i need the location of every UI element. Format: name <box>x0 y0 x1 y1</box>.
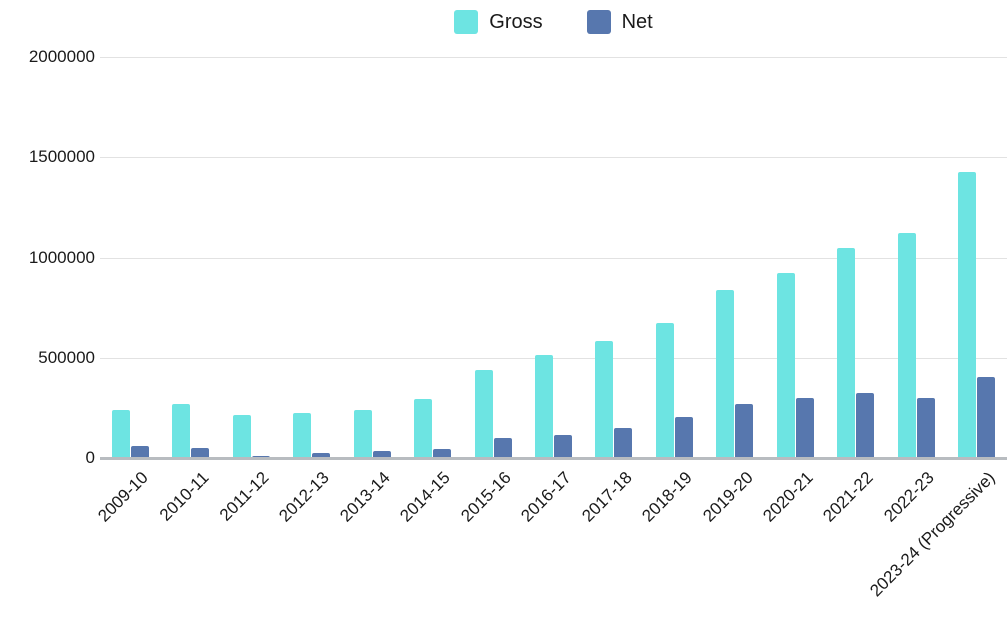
bar-gross[interactable] <box>172 403 191 458</box>
y-tick-label: 500000 <box>38 347 95 367</box>
bar-gross[interactable] <box>414 398 433 458</box>
bar-net[interactable] <box>191 447 210 458</box>
bar-gross[interactable] <box>111 409 130 458</box>
y-tick-label: 0 <box>85 448 95 467</box>
bar-groups <box>100 57 1007 458</box>
bar-net[interactable] <box>916 397 935 458</box>
x-tick-label: 2018-19 <box>638 468 696 526</box>
x-tick-label: 2019-20 <box>698 468 757 526</box>
x-tick-label: 2013-14 <box>335 468 394 526</box>
x-tick-label: 2020-21 <box>759 468 817 526</box>
bar-net[interactable] <box>735 403 754 458</box>
bar-group-2019-20 <box>705 57 765 458</box>
bar-net[interactable] <box>614 427 633 458</box>
x-tick-label: 2009-10 <box>94 468 152 526</box>
bar-gross[interactable] <box>595 340 614 458</box>
bar-gross[interactable] <box>897 233 916 458</box>
gridline <box>100 357 1007 359</box>
x-tick-label: 2021-22 <box>819 468 878 526</box>
bar-gross[interactable] <box>353 409 372 458</box>
bar-group-2013-14 <box>342 57 402 458</box>
bar-gross[interactable] <box>958 172 977 458</box>
plot-area <box>100 57 1007 460</box>
bar-group-2014-15 <box>402 57 462 458</box>
bar-group-2010-11 <box>160 57 220 458</box>
legend-item-net[interactable]: Net <box>586 10 653 34</box>
bar-group-2021-22 <box>826 57 886 458</box>
x-tick-label: 2015-16 <box>456 468 515 526</box>
gridline <box>100 257 1007 259</box>
x-tick-label: 2011-12 <box>215 468 273 525</box>
bar-group-2017-18 <box>584 57 644 458</box>
bar-net[interactable] <box>493 437 512 458</box>
x-tick-label: 2014-15 <box>396 468 455 526</box>
bar-group-2022-23 <box>886 57 946 458</box>
bar-gross[interactable] <box>293 412 312 458</box>
bar-net[interactable] <box>856 392 875 458</box>
bar-net[interactable] <box>312 453 331 458</box>
bar-gross[interactable] <box>535 354 554 458</box>
bar-gross[interactable] <box>837 248 856 458</box>
gridline <box>100 157 1007 159</box>
bar-group-2009-10 <box>100 57 160 458</box>
y-tick-label: 1000000 <box>28 247 95 267</box>
bar-gross[interactable] <box>716 289 735 458</box>
bar-group-2011-12 <box>221 57 281 458</box>
bar-net[interactable] <box>554 434 573 458</box>
legend-label: Net <box>621 10 653 33</box>
bar-net[interactable] <box>977 376 996 458</box>
legend-label: Gross <box>489 10 543 33</box>
bar-group-2020-21 <box>765 57 825 458</box>
bar-net[interactable] <box>674 416 693 458</box>
y-tick-label: 2000000 <box>28 47 95 66</box>
bar-group-2018-19 <box>644 57 704 458</box>
bar-group-2016-17 <box>523 57 583 458</box>
legend-swatch-net <box>586 10 611 34</box>
x-tick-label: 2012-13 <box>275 468 334 526</box>
bar-net[interactable] <box>130 445 149 458</box>
y-tick-label: 1500000 <box>28 147 95 167</box>
x-tick-label: 2016-17 <box>517 468 575 526</box>
legend-item-gross[interactable]: Gross <box>454 10 543 34</box>
bar-gross[interactable] <box>655 322 674 458</box>
bar-gross[interactable] <box>776 272 795 458</box>
x-tick-label: 2022-23 <box>880 468 938 526</box>
bar-group-2012-13 <box>281 57 341 458</box>
bar-net[interactable] <box>433 448 452 458</box>
bar-gross[interactable] <box>474 369 493 458</box>
x-tick-label: 2010-11 <box>155 468 213 525</box>
bar-net[interactable] <box>372 450 391 458</box>
bar-net[interactable] <box>795 397 814 458</box>
x-tick-label: 2017-18 <box>577 468 636 526</box>
bar-gross[interactable] <box>232 414 251 458</box>
bar-group-2023-24-progressive- <box>947 57 1007 458</box>
x-axis-line <box>100 457 1007 460</box>
gridline <box>100 57 1007 58</box>
legend: Gross Net <box>100 10 1007 34</box>
legend-swatch-gross <box>454 10 479 34</box>
bar-group-2015-16 <box>463 57 523 458</box>
